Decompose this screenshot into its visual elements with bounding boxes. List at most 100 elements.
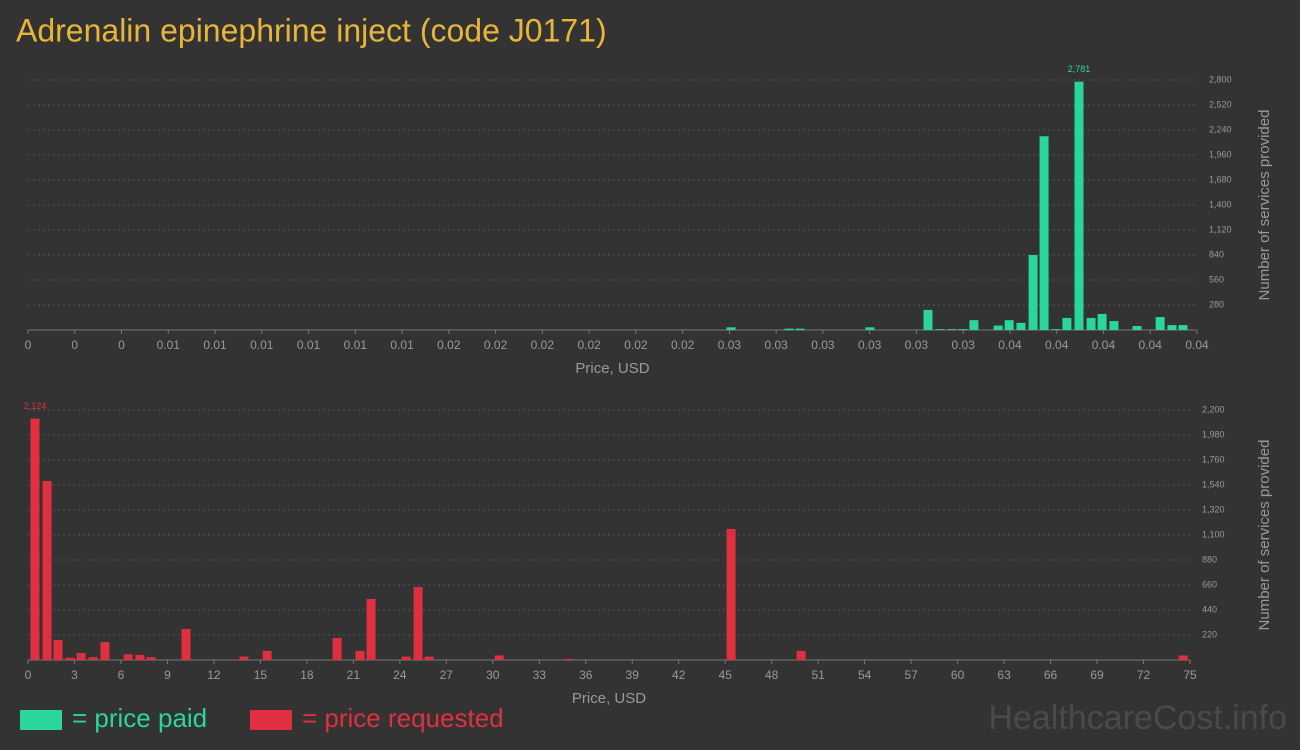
bar (969, 320, 979, 330)
x-tick-label: 63 (997, 668, 1011, 682)
bar (135, 654, 145, 660)
x-tick-label: 3 (71, 668, 78, 682)
x-tick-label: 0.03 (764, 338, 788, 352)
legend-label: = price paid (72, 703, 207, 733)
legend-swatch (20, 710, 62, 730)
legend-label: = price requested (302, 703, 504, 733)
y-tick-label: 1,120 (1209, 224, 1232, 234)
y-tick-label: 1,400 (1209, 199, 1232, 209)
bar (53, 640, 63, 660)
x-tick-label: 33 (533, 668, 547, 682)
x-tick-label: 0.04 (1092, 338, 1116, 352)
y-tick-label: 280 (1209, 299, 1224, 309)
y-tick-label: 2,800 (1209, 74, 1232, 84)
x-tick-label: 0.02 (577, 338, 601, 352)
x-tick-label: 0.03 (718, 338, 742, 352)
x-tick-label: 0.03 (905, 338, 929, 352)
y-tick-label: 1,680 (1209, 174, 1232, 184)
y-tick-label: 2,200 (1202, 404, 1225, 414)
x-tick-label: 0 (118, 338, 125, 352)
bar (993, 325, 1003, 330)
y-tick-label: 1,100 (1202, 529, 1225, 539)
bar (100, 642, 110, 660)
bar (795, 328, 805, 330)
bar (494, 655, 504, 660)
x-tick-label: 18 (300, 668, 314, 682)
x-tick-label: 0 (25, 338, 32, 352)
x-tick-label: 0.01 (390, 338, 414, 352)
bar (564, 658, 574, 660)
x-tick-label: 9 (164, 668, 171, 682)
bar (726, 327, 736, 330)
bar (239, 656, 249, 660)
bar (947, 329, 957, 330)
x-tick-label: 0.04 (1045, 338, 1069, 352)
x-tick-label: 57 (904, 668, 918, 682)
x-tick-label: 12 (207, 668, 221, 682)
bar (1062, 317, 1072, 330)
x-tick-label: 0.02 (437, 338, 461, 352)
y-tick-label: 560 (1209, 274, 1224, 284)
y-tick-label: 840 (1209, 249, 1224, 259)
bar (413, 587, 423, 660)
bar (1178, 655, 1188, 660)
x-tick-label: 39 (626, 668, 640, 682)
x-tick-label: 0.02 (671, 338, 695, 352)
y-axis-label: Number of services provided (1256, 440, 1273, 631)
watermark: HealthcareCost.info (988, 699, 1287, 737)
y-tick-label: 440 (1202, 604, 1217, 614)
x-tick-label: 15 (254, 668, 268, 682)
bar (865, 327, 875, 330)
x-tick-label: 24 (393, 668, 407, 682)
x-tick-label: 36 (579, 668, 593, 682)
bar (1028, 255, 1038, 330)
bar (65, 657, 75, 660)
x-tick-label: 54 (858, 668, 872, 682)
x-tick-label: 0.01 (250, 338, 274, 352)
bar (30, 418, 40, 660)
x-tick-label: 51 (811, 668, 825, 682)
bar (123, 654, 133, 660)
x-tick-label: 0.03 (952, 338, 976, 352)
x-tick-label: 0.04 (1185, 338, 1209, 352)
x-tick-label: 21 (347, 668, 361, 682)
x-tick-label: 0.01 (344, 338, 368, 352)
x-tick-label: 66 (1044, 668, 1058, 682)
y-axis-label: Number of services provided (1256, 110, 1273, 301)
bar (146, 657, 156, 660)
bar (1167, 325, 1177, 330)
bar (181, 628, 191, 660)
value-label: 2,781 (1068, 64, 1091, 74)
bar (1086, 317, 1096, 330)
bar (1039, 136, 1049, 330)
x-tick-label: 0.03 (858, 338, 882, 352)
bar (1051, 329, 1061, 330)
x-tick-label: 60 (951, 668, 965, 682)
x-axis-label: Price, USD (572, 690, 646, 707)
bar (262, 650, 272, 660)
bar (424, 656, 434, 660)
bar (88, 657, 98, 660)
bar (401, 656, 411, 660)
bar (1074, 81, 1084, 330)
value-label: 2,124 (24, 401, 47, 411)
y-tick-label: 880 (1202, 554, 1217, 564)
x-tick-label: 0.04 (998, 338, 1022, 352)
bar (1097, 313, 1107, 330)
bar (1016, 322, 1026, 330)
x-tick-label: 48 (765, 668, 779, 682)
bar (1178, 325, 1188, 330)
bar (76, 652, 86, 660)
x-tick-label: 0.03 (811, 338, 835, 352)
x-tick-label: 0 (25, 668, 32, 682)
x-axis-label: Price, USD (575, 360, 649, 377)
bar (1155, 317, 1165, 330)
x-tick-label: 45 (719, 668, 733, 682)
y-tick-label: 1,760 (1202, 454, 1225, 464)
x-tick-label: 0.02 (484, 338, 508, 352)
y-tick-label: 2,520 (1209, 99, 1232, 109)
x-tick-label: 75 (1183, 668, 1197, 682)
bar (366, 598, 376, 660)
bar (784, 328, 794, 330)
